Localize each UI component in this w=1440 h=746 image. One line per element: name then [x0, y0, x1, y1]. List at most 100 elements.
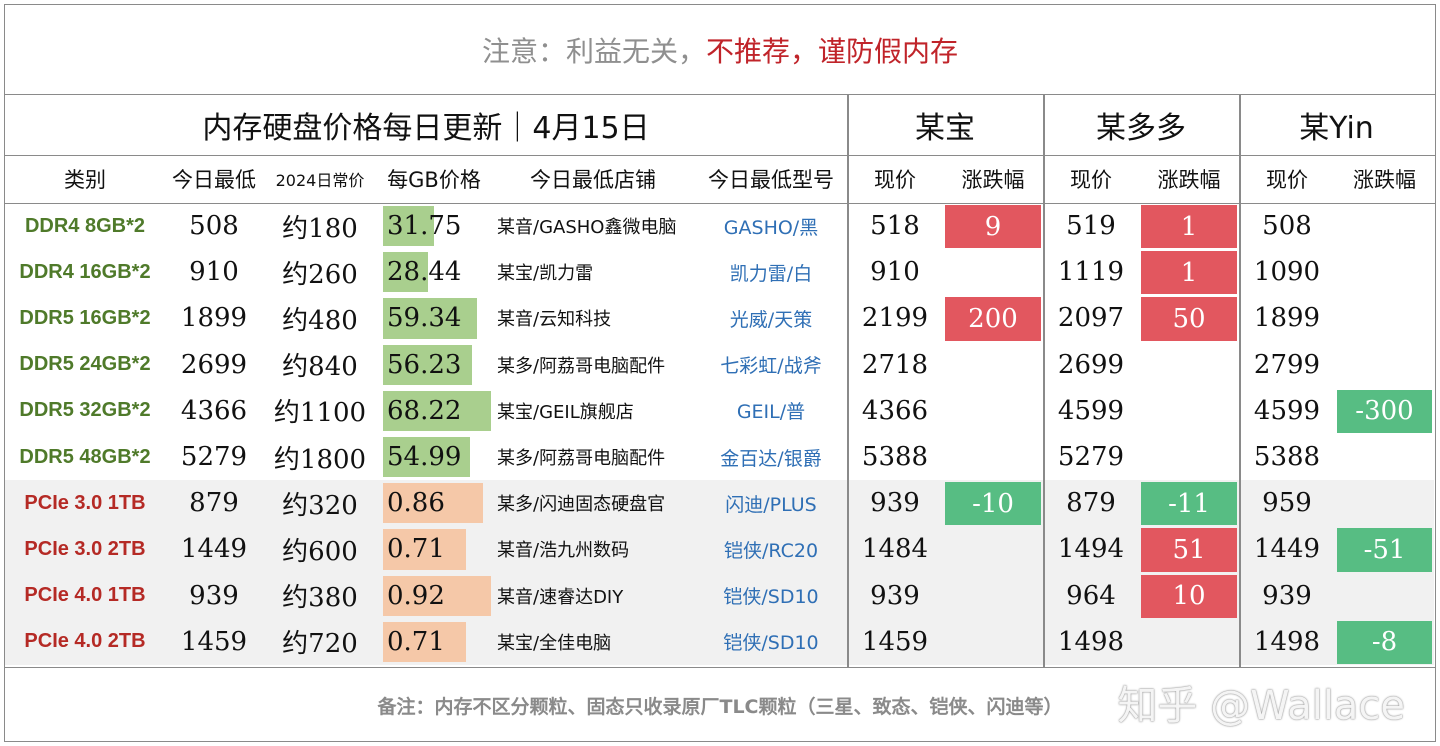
row-usual-price: 约600	[282, 536, 358, 567]
row-per-gb-value: 28.44	[387, 257, 462, 288]
per-gb-data-bar	[383, 483, 484, 524]
row-dy-change	[1337, 251, 1432, 294]
row-dy-price: 1449	[1253, 534, 1321, 565]
row-model: 光威/天策	[729, 308, 813, 331]
row-tb-change	[945, 344, 1041, 387]
row-store: 某音/浩九州数码	[497, 540, 630, 562]
row-pdd-change: -11	[1141, 482, 1237, 526]
row-today-low: 4366	[180, 395, 248, 426]
row-dy-price: 959	[1262, 488, 1312, 519]
row-store: 某音/速睿达DIY	[497, 586, 624, 608]
per-gb-data-bar	[383, 298, 477, 339]
row-model: GASHO/黑	[723, 216, 819, 239]
header-dy-change: 涨跌幅	[1353, 168, 1416, 192]
header-tb-change: 涨跌幅	[961, 168, 1025, 192]
row-dy-change: -300	[1337, 389, 1432, 433]
row-model: 铠侠/RC20	[723, 539, 819, 562]
row-today-low: 1459	[180, 626, 248, 657]
row-store: 某多/闪迪固态硬盘官	[497, 494, 666, 516]
row-per-gb-value: 0.92	[387, 580, 445, 611]
row-tb-price: 1484	[861, 534, 929, 565]
row-tb-change: 9	[945, 205, 1041, 249]
row-pdd-change: 50	[1141, 297, 1237, 341]
row-usual-price: 约840	[282, 352, 358, 383]
row-tb-change	[945, 436, 1041, 479]
row-tb-price: 2718	[861, 349, 929, 380]
row-pdd-change	[1141, 344, 1237, 387]
row-category: DDR5 48GB*2	[19, 445, 151, 468]
grid-hline	[5, 155, 1435, 156]
row-usual-price: 约180	[282, 213, 358, 244]
row-category: DDR4 16GB*2	[19, 260, 151, 283]
row-category: PCIe 3.0 2TB	[24, 537, 146, 560]
row-model: 铠侠/SD10	[723, 632, 819, 655]
row-today-low: 508	[189, 211, 239, 242]
row-pdd-change	[1141, 436, 1237, 479]
row-dy-change: -51	[1337, 528, 1432, 572]
row-today-low: 939	[189, 580, 239, 611]
row-model: 铠侠/SD10	[723, 586, 819, 609]
row-category: DDR5 16GB*2	[19, 306, 151, 329]
per-gb-data-bar	[383, 206, 434, 247]
row-today-low: 1899	[180, 303, 248, 334]
row-per-gb-value: 0.71	[387, 534, 445, 565]
row-per-gb-cell: 0.86	[383, 480, 491, 526]
row-per-gb-cell: 56.23	[383, 342, 491, 388]
notice-muted-text: 注意：利益无关，	[481, 34, 706, 68]
row-dy-change	[1337, 297, 1432, 340]
row-dy-price: 939	[1262, 580, 1312, 611]
row-tb-price: 2199	[861, 303, 929, 334]
row-per-gb-cell: 54.99	[383, 434, 491, 480]
row-dy-price: 5388	[1253, 442, 1321, 473]
row-pdd-price: 1498	[1057, 626, 1125, 657]
row-pdd-change	[1141, 390, 1237, 433]
row-pdd-price: 879	[1066, 488, 1116, 519]
row-model: 金百达/银爵	[720, 447, 822, 470]
footnote: 备注：内存不区分颗粒、固态只收录原厂TLC颗粒（三星、致态、铠侠、闪迪等）	[377, 696, 1063, 718]
grid-hline	[5, 203, 1435, 204]
row-per-gb-value: 31.75	[387, 211, 462, 242]
row-usual-price: 约480	[282, 305, 358, 336]
row-pdd-change: 10	[1141, 574, 1237, 618]
row-dy-price: 1498	[1253, 626, 1321, 657]
row-tb-price: 518	[870, 211, 920, 242]
row-pdd-price: 964	[1066, 580, 1116, 611]
row-store: 某多/阿荔哥电脑配件	[497, 448, 666, 470]
row-pdd-change: 1	[1141, 205, 1237, 249]
row-category: DDR4 8GB*2	[24, 214, 146, 237]
row-per-gb-value: 0.86	[387, 488, 445, 519]
row-tb-price: 939	[870, 488, 920, 519]
row-tb-price: 5388	[861, 442, 929, 473]
row-model: 七彩虹/战斧	[720, 355, 822, 378]
platform-douyin: 某Yin	[1299, 111, 1374, 146]
per-gb-data-bar	[383, 621, 467, 662]
platform-pinduoduo: 某多多	[1096, 111, 1186, 146]
row-dy-change	[1337, 575, 1432, 618]
row-tb-change	[945, 528, 1041, 571]
row-model: 凯力雷/白	[729, 262, 813, 285]
row-dy-price: 4599	[1253, 395, 1321, 426]
row-pdd-change: 51	[1141, 528, 1237, 572]
row-usual-price: 约260	[282, 259, 358, 290]
per-gb-data-bar	[383, 437, 471, 478]
price-table-frame: 注意：利益无关， 不推荐，谨防假内存 内存硬盘价格每日更新｜4月15日 某宝 某多多…	[4, 4, 1436, 742]
row-tb-change	[945, 621, 1041, 664]
row-category: PCIe 3.0 1TB	[24, 491, 146, 514]
row-per-gb-cell: 59.34	[383, 295, 491, 341]
grid-vline	[847, 95, 849, 667]
row-per-gb-cell: 0.71	[383, 526, 491, 572]
header-today-low: 今日最低	[172, 168, 256, 192]
row-pdd-price: 2097	[1057, 303, 1125, 334]
row-store: 某多/阿荔哥电脑配件	[497, 355, 666, 377]
watermark: 知乎 @Wallace	[1117, 683, 1405, 729]
per-gb-data-bar	[383, 390, 491, 431]
row-pdd-price: 2699	[1057, 349, 1125, 380]
header-model: 今日最低型号	[708, 168, 834, 192]
row-store: 某音/GASHO鑫微电脑	[497, 217, 677, 239]
row-tb-price: 939	[870, 580, 920, 611]
header-usual-2024: 2024日常价	[275, 171, 365, 190]
row-dy-price: 508	[1262, 211, 1312, 242]
row-pdd-price: 4599	[1057, 395, 1125, 426]
row-dy-change	[1337, 205, 1432, 248]
row-today-low: 2699	[180, 349, 248, 380]
